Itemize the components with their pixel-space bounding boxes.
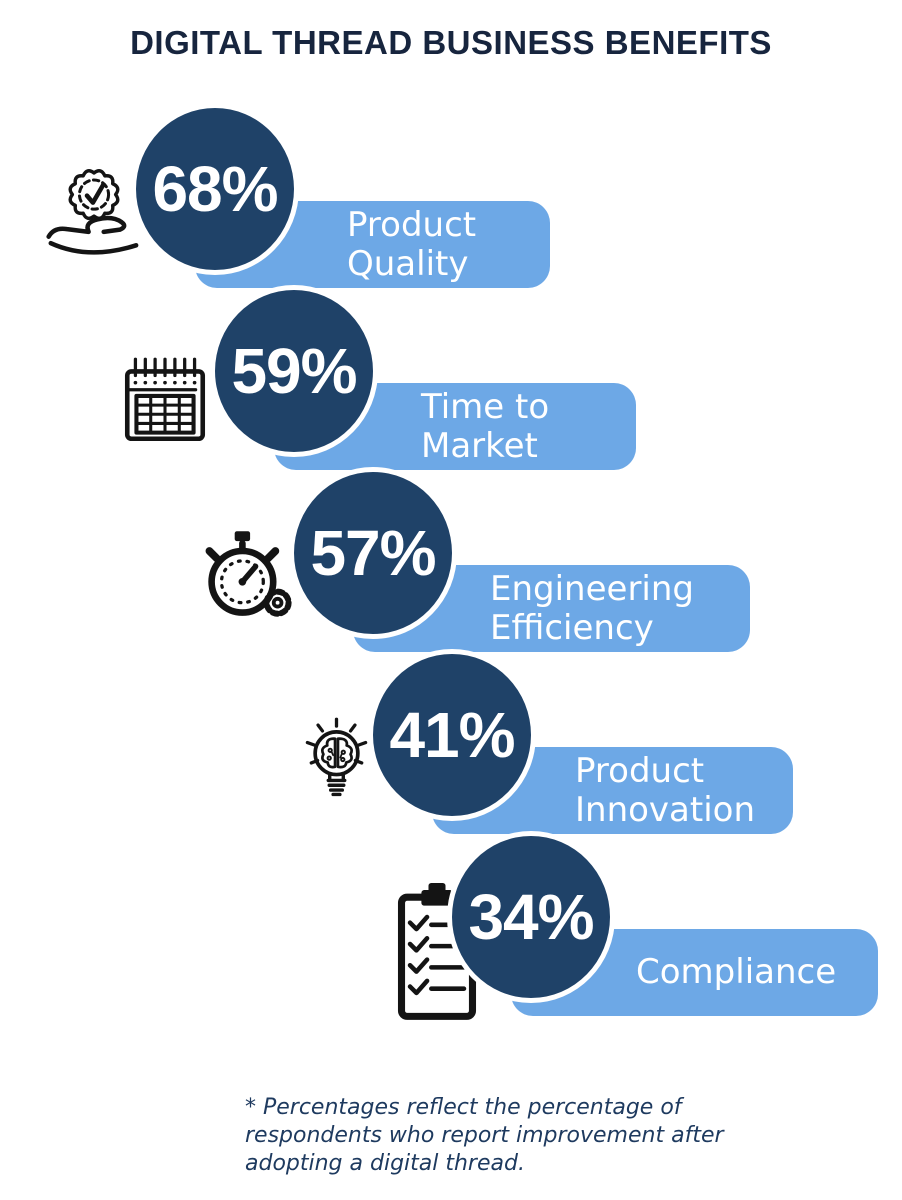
percent-value: 41% [389,699,515,771]
stopwatch-gears-icon [194,518,304,628]
footnote-line: adopting a digital thread. [245,1151,525,1176]
percent-circle: 57% [289,467,457,639]
footnote-line: * Percentages reflect the percentage of [245,1095,682,1120]
benefit-bar: Product Innovation [432,747,793,834]
benefit-label-line: Product [347,204,477,245]
percent-circle: 41% [368,649,536,821]
page-title: DIGITAL THREAD BUSINESS BENEFITS [130,24,772,61]
benefit-label-line: Compliance [636,952,837,992]
benefit-label-line: Innovation [575,789,756,830]
percent-value: 68% [152,153,278,225]
benefit-label-line: Market [421,425,538,466]
benefit-label-line: Engineering [490,568,694,609]
benefit-label-line: Efficiency [490,607,654,648]
percent-value: 34% [468,881,594,953]
percent-circle: 34% [447,831,615,1003]
lightbulb-brain-icon [288,706,385,816]
calendar-icon [114,347,216,453]
footnote-line: respondents who report improvement after [245,1123,724,1148]
percent-circle: 59% [210,285,378,457]
benefit-label-line: Time to [421,386,550,427]
footnote: * Percentages reflect the percentage of … [245,1094,724,1178]
percent-value: 57% [310,517,436,589]
percent-value: 59% [231,335,357,407]
percent-circle: 68% [131,103,299,275]
quality-badge-hand-icon [38,160,150,268]
benefit-label-line: Quality [347,243,469,284]
benefit-label-line: Product [575,750,705,791]
